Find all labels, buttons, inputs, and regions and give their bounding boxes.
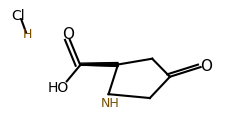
Text: H: H xyxy=(22,28,32,41)
Text: HO: HO xyxy=(47,81,68,95)
Text: O: O xyxy=(63,27,74,42)
Text: NH: NH xyxy=(100,97,119,110)
Text: Cl: Cl xyxy=(11,9,25,23)
Text: O: O xyxy=(201,59,212,74)
